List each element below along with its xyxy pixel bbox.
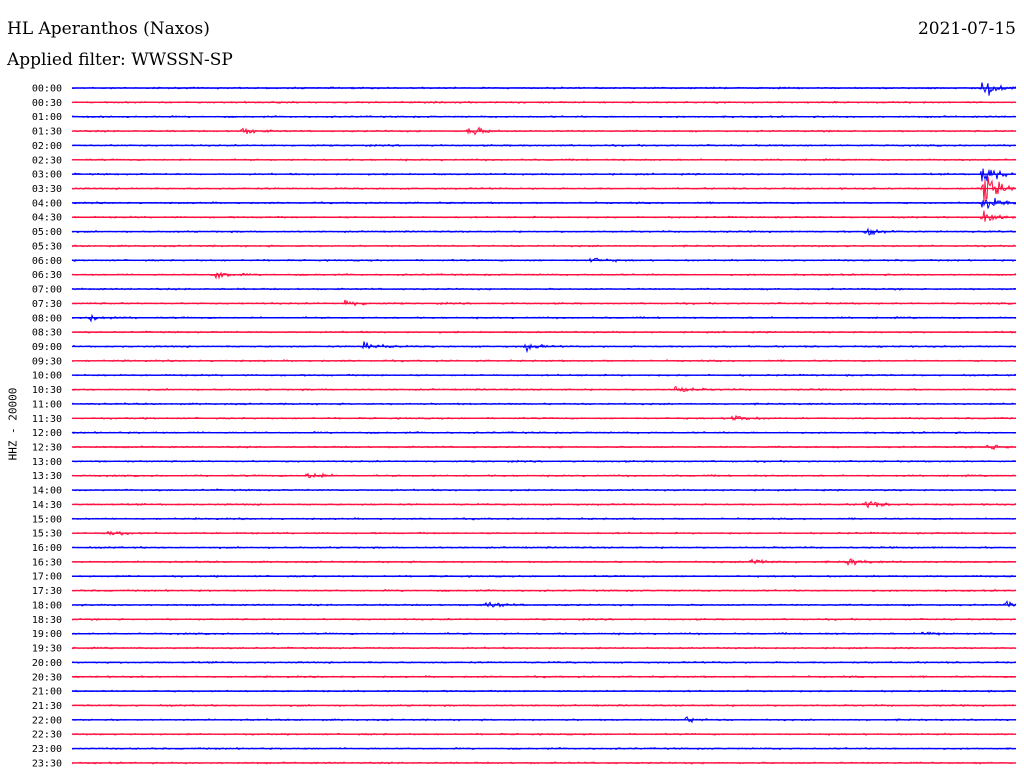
time-tick-label: 16:00 <box>32 543 62 554</box>
trace-line <box>72 271 1017 280</box>
time-tick-label: 14:00 <box>32 486 62 497</box>
time-tick-label: 13:30 <box>32 471 62 482</box>
filter-label: Applied filter: WWSSN-SP <box>7 50 233 70</box>
time-tick-label: 01:00 <box>32 112 62 123</box>
trace-line <box>71 168 1016 182</box>
time-tick-label: 14:30 <box>32 500 62 511</box>
time-tick-label: 06:30 <box>32 270 62 281</box>
time-tick-label: 07:00 <box>32 285 62 296</box>
trace-line <box>71 210 1017 222</box>
time-tick-label: 00:00 <box>32 84 62 95</box>
time-tick-label: 20:00 <box>32 658 62 669</box>
time-tick-label: 05:00 <box>32 227 62 238</box>
time-tick-label: 02:30 <box>32 155 62 166</box>
time-tick-label: 23:00 <box>32 744 62 755</box>
station-title: HL Aperanthos (Naxos) <box>7 19 210 39</box>
time-tick-label: 11:30 <box>32 414 62 425</box>
time-tick-label: 21:00 <box>32 687 62 698</box>
time-tick-label: 08:30 <box>32 328 62 339</box>
time-tick-label: 00:30 <box>32 98 62 109</box>
time-tick-label: 18:00 <box>32 600 62 611</box>
time-tick-label: 11:00 <box>32 399 62 410</box>
time-tick-label: 20:30 <box>32 672 62 683</box>
time-tick-label: 08:00 <box>32 313 62 324</box>
time-tick-label: 16:30 <box>32 557 62 568</box>
time-tick-label: 15:30 <box>32 529 62 540</box>
time-tick-label: 19:30 <box>32 644 62 655</box>
time-tick-label: 13:00 <box>32 457 62 468</box>
record-date: 2021-07-15 <box>917 19 1016 39</box>
time-tick-label: 22:30 <box>32 730 62 741</box>
time-tick-label: 17:00 <box>32 572 62 583</box>
time-tick-label: 05:30 <box>32 241 62 252</box>
time-tick-label: 06:00 <box>32 256 62 267</box>
time-tick-label: 03:00 <box>32 170 62 181</box>
time-tick-label: 07:30 <box>32 299 62 310</box>
time-tick-label: 22:00 <box>32 715 62 726</box>
time-tick-label: 12:00 <box>32 428 62 439</box>
time-tick-label: 02:00 <box>32 141 62 152</box>
time-tick-label: 17:30 <box>32 586 62 597</box>
time-tick-label: 21:30 <box>32 701 62 712</box>
time-tick-label: 09:00 <box>32 342 62 353</box>
time-tick-label: 03:30 <box>32 184 62 195</box>
time-tick-label: 18:30 <box>32 615 62 626</box>
time-tick-label: 23:30 <box>32 758 62 769</box>
time-tick-label: 04:30 <box>32 213 62 224</box>
time-tick-label: 19:00 <box>32 629 62 640</box>
time-tick-label: 09:30 <box>32 356 62 367</box>
trace-line <box>71 82 1017 96</box>
time-tick-label: 04:00 <box>32 198 62 209</box>
time-tick-label: 12:30 <box>32 443 62 454</box>
trace-line <box>71 600 1017 608</box>
time-tick-label: 01:30 <box>32 127 62 138</box>
time-tick-label: 15:00 <box>32 514 62 525</box>
time-tick-label: 10:00 <box>32 371 62 382</box>
time-tick-label: 10:30 <box>32 385 62 396</box>
